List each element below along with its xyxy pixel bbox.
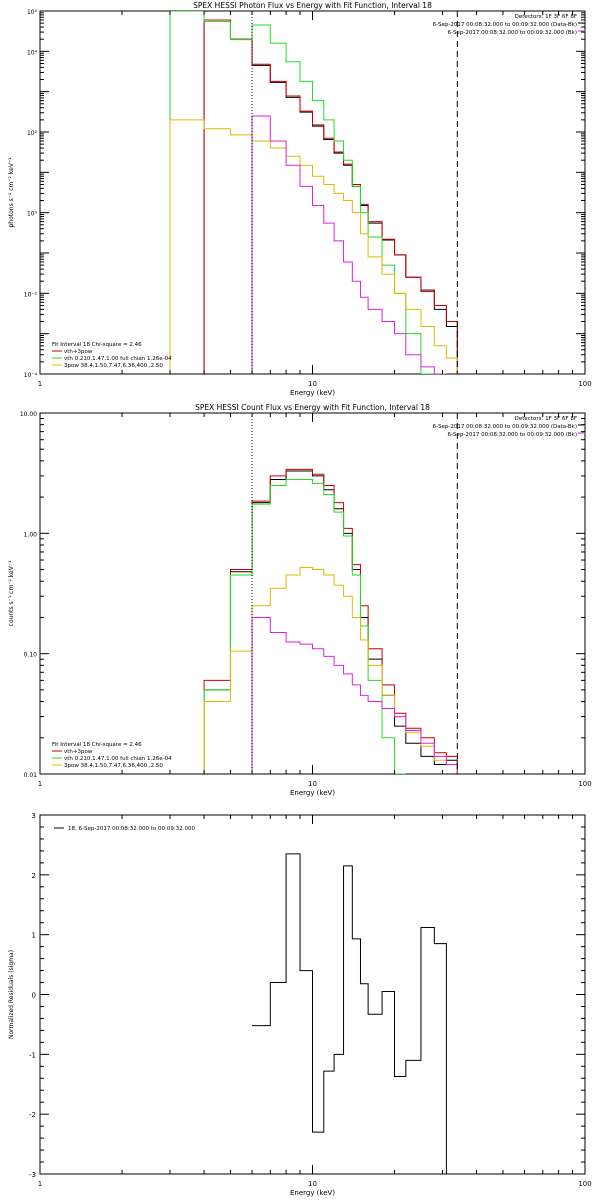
y-tick-label: 0 <box>32 992 36 1000</box>
y-tick-label: 10.00 <box>20 411 37 418</box>
chart-title: SPEX HESSI Count Flux vs Energy with Fit… <box>195 403 430 412</box>
y-tick-label: 2 <box>32 872 36 880</box>
header-text: Detectors: 1F 3F 6F 8F <box>515 416 577 422</box>
x-tick-label: 100 <box>578 780 591 788</box>
y-tick-label: 10⁻² <box>24 291 38 298</box>
header-text: 6-Sep-2017 00:08:32.000 to 00:09:32.000 … <box>448 30 578 36</box>
series-vth <box>203 479 406 774</box>
y-tick-label: 1.00 <box>24 531 38 538</box>
y-tick-label: 1 <box>32 932 36 940</box>
x-tick-label: 100 <box>578 1180 591 1188</box>
series-bpow <box>169 119 458 374</box>
y-tick-label: -1 <box>29 1051 36 1059</box>
y-tick-label: -2 <box>29 1111 36 1119</box>
header-text: 6-Sep-2017 00:08:32.000 to 00:09:32.000 … <box>433 22 577 28</box>
series-residuals <box>252 853 447 1174</box>
x-tick-label: 1 <box>38 1180 42 1188</box>
legend-entry: 3pow 38.4,1.50,7.47,6.36,400.,2.50 <box>64 363 163 369</box>
legend-entry: 18, 6-Sep-2017 00:08:32.000 to 00:09:32.… <box>68 826 195 832</box>
x-tick-label: 10 <box>308 1180 317 1188</box>
header-text: 6-Sep-2017 00:08:32.000 to 00:09:32.000 … <box>448 432 578 438</box>
y-tick-label: 10⁰ <box>27 211 38 218</box>
x-tick-label: 10 <box>308 780 317 788</box>
x-tick-label: 10 <box>308 380 317 388</box>
header-text: Detectors: 1F 3F 6F 8F <box>515 14 577 20</box>
legend-title: Fit Interval 18 Chi-square = 2.46 <box>52 342 142 348</box>
x-axis-label: Energy (keV) <box>290 389 335 397</box>
x-axis-label: Energy (keV) <box>290 789 335 797</box>
x-tick-label: 1 <box>38 380 42 388</box>
plot-area <box>203 468 458 774</box>
series-vth <box>169 11 435 374</box>
y-axis-label: photons s⁻¹ cm⁻² keV⁻¹ <box>8 157 15 228</box>
plot-frame <box>39 412 586 775</box>
legend-entry: 3pow 38.4,1.50,7.47,6.36,400.,2.50 <box>64 763 163 769</box>
series-bk <box>251 616 458 774</box>
plot-area <box>169 11 458 374</box>
y-axis-label: counts s⁻¹ cm⁻² keV⁻¹ <box>8 560 15 626</box>
x-axis-label: Energy (keV) <box>290 1189 335 1197</box>
y-tick-label: 3 <box>32 812 36 820</box>
series-data <box>203 19 458 374</box>
x-tick-label: 1 <box>38 780 42 788</box>
plot-area <box>252 853 447 1174</box>
legend-title: Fit Interval 18 Chi-square = 2.46 <box>52 742 142 748</box>
series-total <box>203 468 458 774</box>
y-axis-label: Normalized Residuals (sigma) <box>8 950 15 1039</box>
series-bk <box>251 115 447 374</box>
y-tick-label: -3 <box>29 1171 36 1179</box>
y-tick-label: 0.10 <box>24 652 38 659</box>
y-tick-label: 10⁵ <box>27 9 38 16</box>
x-tick-label: 100 <box>578 380 591 388</box>
y-tick-label: 0.01 <box>24 772 38 779</box>
chart-title: SPEX HESSI Photon Flux vs Energy with Fi… <box>193 1 432 10</box>
legend-entry: vth+3pow <box>64 749 93 755</box>
y-tick-label: 10⁻⁴ <box>24 372 38 379</box>
header-text: 6-Sep-2017 00:08:32.000 to 00:09:32.000 … <box>433 424 577 430</box>
y-tick-label: 10² <box>27 130 38 137</box>
legend-entry: vth 0.210,1.47,1.00 full chian 1.26e-04 <box>64 756 172 762</box>
y-tick-label: 10⁴ <box>27 49 38 56</box>
legend-entry: vth 0.210,1.47,1.00 full chian 1.26e-04 <box>64 356 172 362</box>
series-total <box>203 19 458 374</box>
legend-entry: vth+3pow <box>64 349 93 355</box>
